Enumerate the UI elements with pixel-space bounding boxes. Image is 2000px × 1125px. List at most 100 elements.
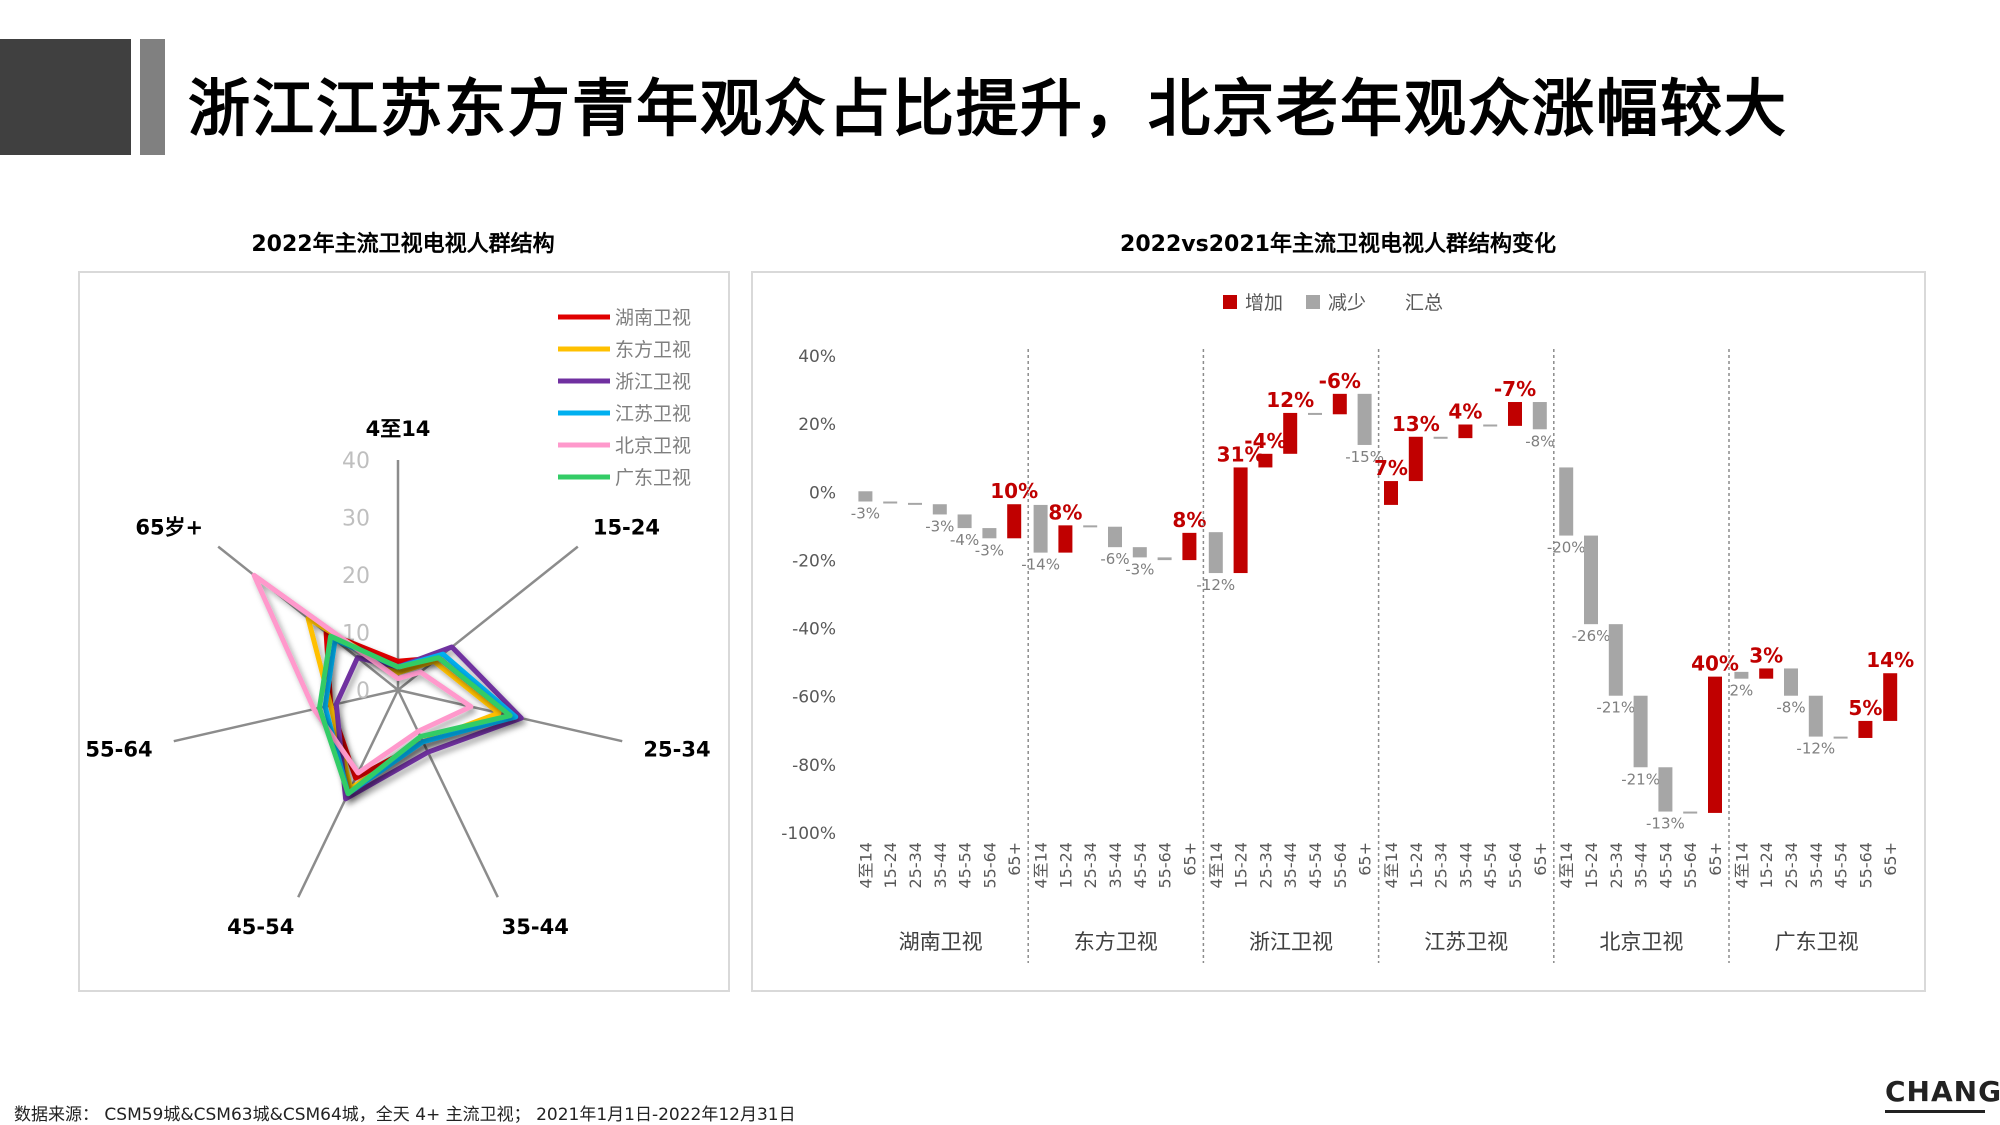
waterfall-increase-bar (1332, 393, 1347, 415)
waterfall-increase-bar (1258, 453, 1273, 468)
group-label: 湖南卫视 (899, 930, 983, 954)
y-tick-label: -40% (792, 620, 836, 640)
waterfall-decrease-bar (1132, 547, 1147, 558)
y-tick-label: 20% (798, 415, 836, 435)
x-tick-label: 15-24 (1232, 842, 1251, 889)
radar-axis-label: 15-24 (593, 516, 660, 540)
legend-label: 江苏卫视 (615, 403, 691, 425)
data-label-decrease: -14% (1021, 556, 1060, 574)
radar-tick-label: 30 (342, 507, 370, 532)
x-tick-label: 4至14 (1032, 842, 1051, 889)
radar-series-line (251, 572, 474, 776)
legend-total-label: 汇总 (1405, 292, 1443, 314)
waterfall-increase-bar (1883, 673, 1898, 721)
group-label: 浙江卫视 (1249, 930, 1333, 954)
legend-label: 东方卫视 (615, 339, 691, 361)
waterfall-increase-bar (1007, 504, 1022, 539)
waterfall-increase-bar (1408, 436, 1423, 482)
waterfall-decrease-bar (1308, 412, 1322, 415)
radar-spoke (396, 689, 499, 898)
waterfall-chart-panel: 40% 20% 0% -20% -40% -60% -80% -100% 增加 减少 汇总 -3% 4至… (751, 271, 1926, 992)
data-label-decrease: -12% (1796, 740, 1835, 758)
data-label-increase: 14% (1866, 648, 1914, 672)
waterfall-decrease-bar (1808, 695, 1823, 737)
y-tick-label: -100% (781, 824, 836, 844)
x-tick-label: 45-54 (1832, 842, 1851, 889)
radar-tick-label: 40 (342, 449, 370, 474)
data-label-decrease: -21% (1621, 770, 1660, 788)
legend-increase-swatch (1223, 295, 1237, 309)
radar-series-line (333, 644, 524, 802)
x-tick-label: 4至14 (856, 842, 875, 889)
waterfall-increase-bar (1458, 424, 1473, 439)
radar-series-line (322, 637, 519, 797)
data-label-decrease: -20% (1547, 539, 1586, 557)
waterfall-decrease-bar (1157, 557, 1172, 561)
data-label-increase: 31% (1217, 442, 1265, 466)
waterfall-decrease-bar (1357, 393, 1372, 445)
x-tick-label: 4至14 (1557, 842, 1576, 889)
x-tick-label: 35-44 (1807, 842, 1826, 889)
x-tick-label: 25-34 (1081, 842, 1100, 889)
data-label-decrease: -13% (1646, 815, 1685, 833)
y-tick-label: -20% (792, 551, 836, 571)
data-label-decrease: -6% (1100, 550, 1129, 568)
x-tick-label: 65+ (1180, 842, 1199, 876)
y-tick-label: 40% (798, 347, 836, 367)
data-label-decrease: -3% (975, 541, 1004, 559)
data-label-increase: 12% (1266, 388, 1314, 412)
data-label-decrease: 2% (1730, 682, 1754, 700)
waterfall-increase-bar (1708, 676, 1722, 813)
x-tick-label: 35-44 (1106, 842, 1125, 889)
data-label-decrease: -3% (925, 517, 954, 535)
x-tick-label: 4至14 (1732, 842, 1751, 889)
waterfall-decrease-bar (883, 501, 898, 504)
legend-increase-label: 增加 (1245, 292, 1283, 314)
x-tick-label: 25-34 (1607, 842, 1626, 889)
data-label-increase: 5% (1848, 696, 1882, 720)
waterfall-decrease-bar (1433, 436, 1448, 439)
data-label-decrease: -15% (1345, 448, 1384, 466)
x-tick-label: 15-24 (881, 842, 900, 889)
waterfall-decrease-bar (1483, 424, 1498, 427)
data-label-increase: 3% (1749, 643, 1783, 667)
radar-axis-label: 45-54 (227, 915, 294, 939)
waterfall-decrease-bar (1833, 736, 1848, 739)
x-tick-label: 55-64 (1331, 842, 1350, 889)
waterfall-increase-bar (1508, 402, 1522, 426)
x-tick-label: 65+ (1531, 842, 1550, 876)
data-label-decrease: -3% (851, 505, 880, 523)
waterfall-decrease-bar (1683, 811, 1698, 814)
waterfall-decrease-bar (1532, 402, 1547, 430)
legend-label: 北京卫视 (615, 435, 691, 457)
data-label-increase: 40% (1691, 652, 1739, 676)
x-tick-label: 25-34 (1256, 842, 1275, 889)
x-tick-label: 45-54 (1656, 842, 1675, 889)
waterfall-increase-bar (1233, 467, 1248, 574)
x-tick-label: 4至14 (1382, 842, 1401, 889)
waterfall-decrease-bar (1734, 671, 1749, 679)
data-label-increase: 8% (1172, 508, 1206, 532)
radar-tick-label: 20 (342, 564, 370, 589)
radar-axis-label: 35-44 (502, 915, 569, 939)
legend-decrease-swatch (1306, 295, 1320, 309)
x-tick-label: 35-44 (1632, 842, 1651, 889)
data-label-increase: 8% (1048, 500, 1082, 524)
x-tick-label: 45-54 (1481, 842, 1500, 889)
data-label-decrease: -26% (1572, 627, 1611, 645)
x-tick-label: 55-64 (1856, 842, 1875, 889)
data-source-footnote: 数据来源： CSM59城&CSM63城&CSM64城，全天 4+ 主流卫视； 2… (14, 1105, 796, 1125)
waterfall-chart: 40% 20% 0% -20% -40% -60% -80% -100% 增加 减少 汇总 -3% 4至… (781, 292, 1914, 963)
page-title: 浙江江苏东方青年观众占比提升，北京老年观众涨幅较大 (188, 72, 1789, 145)
waterfall-decrease-bar (1584, 535, 1598, 625)
x-tick-label: 25-34 (1782, 842, 1801, 889)
waterfall-decrease-bar (1608, 624, 1623, 696)
radar-spoke (397, 545, 579, 691)
header-accent-light (140, 39, 165, 155)
waterfall-decrease-bar (1658, 767, 1673, 812)
waterfall-decrease-bar (1033, 504, 1048, 553)
x-tick-label: 15-24 (1056, 842, 1075, 889)
brand-logo-text: CHANGEMO (1885, 1075, 2000, 1108)
x-tick-label: 35-44 (1456, 842, 1475, 889)
y-tick-label: -80% (792, 756, 836, 776)
